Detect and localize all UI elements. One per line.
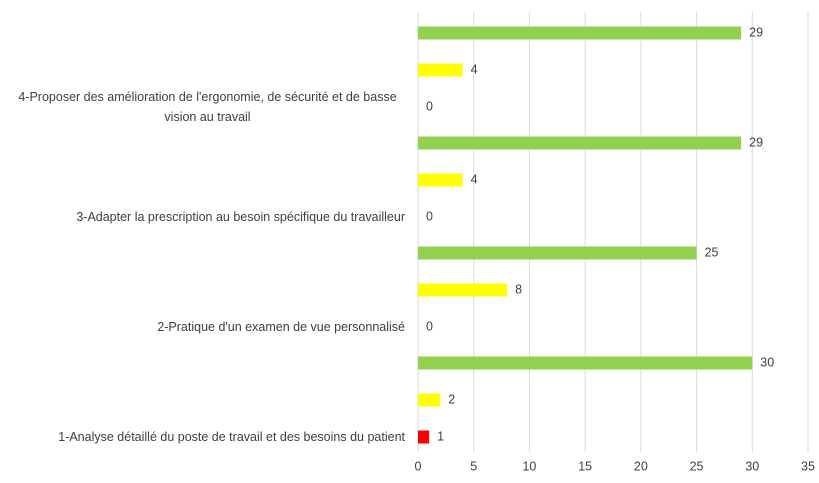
category-text: 1-Analyse détaillé du poste de travail e…	[58, 430, 405, 444]
value-label: 30	[760, 355, 774, 369]
value-label: 29	[749, 135, 763, 149]
category-text: 3-Adapter la prescription au besoin spéc…	[76, 210, 405, 224]
category-label: 3-Adapter la prescription au besoin spéc…	[5, 207, 405, 227]
x-tick-label: 20	[634, 459, 648, 473]
bar	[418, 63, 463, 77]
x-tick-label: 15	[578, 459, 592, 473]
value-label: 2	[448, 392, 455, 406]
value-label: 0	[426, 99, 433, 113]
x-tick-label: 35	[801, 459, 815, 473]
value-label: 25	[705, 245, 719, 259]
bar	[418, 173, 463, 187]
value-label: 0	[426, 209, 433, 223]
category-text: 4-Proposer des amélioration de l'ergonom…	[18, 90, 397, 124]
category-text: 2-Pratique d'un examen de vue personnali…	[157, 320, 405, 334]
bar	[418, 283, 508, 297]
value-label: 29	[749, 25, 763, 39]
x-tick-label: 25	[690, 459, 704, 473]
x-tick-label: 10	[522, 459, 536, 473]
value-label: 0	[426, 319, 433, 333]
value-label: 4	[471, 172, 478, 186]
bar	[418, 246, 697, 260]
category-label: 4-Proposer des amélioration de l'ergonom…	[5, 87, 405, 127]
x-tick-label: 0	[415, 459, 422, 473]
bar	[418, 430, 430, 444]
x-tick-label: 30	[745, 459, 759, 473]
bar	[418, 356, 753, 370]
value-label: 4	[471, 62, 478, 76]
value-label: 1	[437, 429, 444, 443]
bar	[418, 26, 742, 40]
bar	[418, 393, 441, 407]
category-label: 1-Analyse détaillé du poste de travail e…	[5, 427, 405, 447]
value-label: 8	[515, 282, 522, 296]
category-label: 2-Pratique d'un examen de vue personnali…	[5, 317, 405, 337]
x-tick-label: 5	[470, 459, 477, 473]
bar	[418, 136, 742, 150]
